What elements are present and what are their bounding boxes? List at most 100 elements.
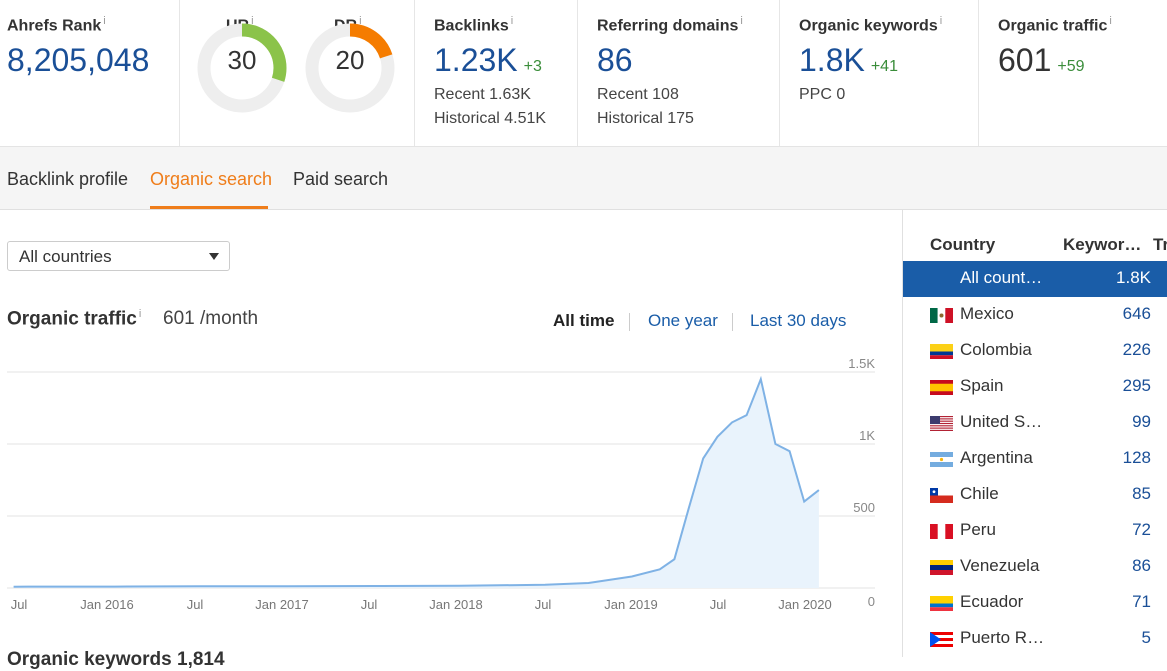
country-keywords-value[interactable]: 226 [1122,340,1151,359]
metric-referring-domains: Referring domains i 86 Recent 108 Histori… [578,0,780,146]
organic-traffic-chart: 0 500 1K 1.5K Jul Jan 2016 Jul Jan 2017 Jul Jan … [7,356,875,612]
keywords-column-header[interactable]: Keywor… [1063,235,1142,254]
referring-domains-historical: Historical 175 [597,110,694,127]
organic-keywords-delta: +41 [870,58,898,75]
country-row[interactable]: Venezuela 86 [903,549,1167,585]
argentina-flag-icon [930,452,953,467]
spain-flag-icon [930,380,953,395]
x-tick-label: Jan 2020 [778,597,832,612]
report-tabs: Backlink profile Organic search Paid sea… [0,146,1167,210]
country-keywords-value[interactable]: 646 [1122,304,1151,323]
ahrefs-rank-label: Ahrefs Rank [7,17,102,35]
x-tick-label: Jan 2016 [80,597,134,612]
metric-ratings: UR i 30 DR i 20 [180,0,415,146]
range-divider [732,313,733,331]
country-name: Ecuador [960,592,1024,611]
country-keywords-value[interactable]: 128 [1122,448,1151,467]
country-panel: Country Keywor… Tr All count… 1.8K Mexico 6… [902,210,1167,657]
colombia-flag-icon [930,344,953,359]
organic-traffic-label: Organic traffic [998,17,1108,35]
country-row[interactable]: Mexico 646 [903,297,1167,333]
ur-value: 30 [227,45,257,75]
country-select-value: All countries [19,247,112,266]
country-keywords-value[interactable]: 99 [1132,412,1151,431]
country-keywords-value[interactable]: 5 [1141,628,1151,647]
backlinks-historical: Historical 4.51K [434,110,547,127]
y-tick-label: 500 [853,500,875,515]
info-icon[interactable]: i [359,15,362,27]
country-row[interactable]: Argentina 128 [903,441,1167,477]
info-icon[interactable]: i [1109,15,1112,27]
country-row[interactable]: Peru 72 [903,513,1167,549]
country-row[interactable]: Colombia 226 [903,333,1167,369]
country-row[interactable]: United S… 99 [903,405,1167,441]
range-all-time[interactable]: All time [553,311,615,330]
metric-backlinks: Backlinks i 1.23K +3 Recent 1.63K Historic… [415,0,578,146]
country-keywords-value[interactable]: 72 [1132,520,1151,539]
country-keywords-value[interactable]: 71 [1132,592,1151,611]
dr-value: 20 [335,45,365,75]
country-name: Venezuela [960,556,1040,575]
info-icon[interactable]: i [103,15,106,27]
tab-backlink-profile[interactable]: Backlink profile [7,169,129,189]
organic-traffic-delta: +59 [1057,58,1085,75]
country-row[interactable]: Puerto R… 5 [903,621,1167,657]
organic-keywords-value[interactable]: 1.8K [799,42,865,78]
country-name: Argentina [960,448,1033,467]
dr-gauge-arc [305,23,395,113]
info-icon[interactable]: i [510,15,514,27]
range-one-year[interactable]: One year [648,311,718,330]
x-tick-label: Jul [361,597,378,612]
metric-organic-keywords: Organic keywords i 1.8K +41 PPC 0 [780,0,979,146]
referring-domains-recent: Recent 108 [597,86,679,103]
range-last-30-days[interactable]: Last 30 days [750,311,847,330]
ppc-value: PPC 0 [799,86,846,103]
country-name: Puerto R… [960,628,1045,647]
referring-domains-label: Referring domains [597,17,739,35]
y-tick-label: 0 [868,594,875,609]
main-panel: All countries Organic traffic i 601 /mont… [0,210,902,670]
country-name: Mexico [960,304,1014,323]
mexico-flag-icon [930,308,953,323]
x-tick-label: Jul [11,597,28,612]
x-tick-label: Jan 2019 [604,597,658,612]
country-name: Colombia [960,340,1032,359]
country-row[interactable]: Spain 295 [903,369,1167,405]
metric-organic-traffic: Organic traffic i 601 +59 [979,0,1167,146]
info-icon[interactable]: i [939,15,943,27]
country-keywords-value[interactable]: 1.8K [1116,268,1151,287]
referring-domains-value[interactable]: 86 [597,42,633,78]
peru-flag-icon [930,524,953,539]
country-keywords-value[interactable]: 86 [1132,556,1151,575]
chart-monthly-value: 601 /month [163,308,259,329]
tab-organic-search[interactable]: Organic search [150,169,273,189]
country-row[interactable]: Chile 85 [903,477,1167,513]
traffic-area [13,379,819,588]
backlinks-value[interactable]: 1.23K [434,42,518,78]
info-icon[interactable]: i [138,308,142,320]
info-icon[interactable]: i [251,15,254,27]
country-column-header[interactable]: Country [930,235,996,254]
ecuador-flag-icon [930,596,953,611]
organic-traffic-value[interactable]: 601 [998,42,1052,78]
country-select[interactable]: All countries [7,241,230,271]
range-divider [629,313,630,331]
ur-gauge [197,23,287,113]
country-keywords-value[interactable]: 85 [1132,484,1151,503]
country-name: All count… [960,268,1043,287]
x-tick-label: Jan 2017 [255,597,309,612]
x-tick-label: Jul [187,597,204,612]
x-tick-label: Jul [535,597,552,612]
info-icon[interactable]: i [740,15,743,27]
tab-paid-search[interactable]: Paid search [293,169,389,189]
country-row[interactable]: All count… 1.8K [903,261,1167,297]
dr-gauge [305,23,395,113]
venezuela-flag-icon [930,560,953,575]
country-row[interactable]: Ecuador 71 [903,585,1167,621]
traffic-column-header[interactable]: Tr [1153,235,1167,254]
country-name: Spain [960,376,1004,395]
country-keywords-value[interactable]: 295 [1122,376,1151,395]
metric-ahrefs-rank: Ahrefs Rank i 8,205,048 [0,0,180,146]
backlinks-delta: +3 [523,58,542,75]
metrics-strip: Ahrefs Rank i 8,205,048 UR i 30 DR i 20 Bac… [0,0,1167,146]
